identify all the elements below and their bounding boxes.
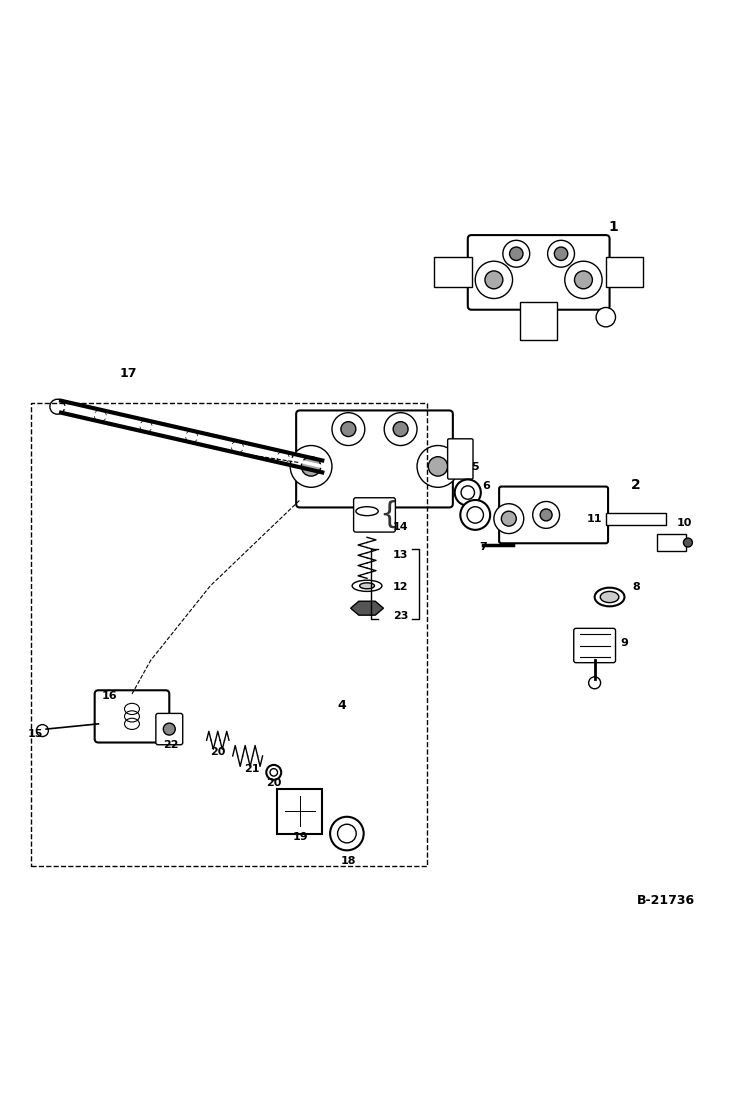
Ellipse shape xyxy=(455,479,481,506)
FancyBboxPatch shape xyxy=(468,235,610,309)
Circle shape xyxy=(574,271,592,289)
FancyBboxPatch shape xyxy=(296,410,453,508)
Circle shape xyxy=(417,445,459,487)
Text: 19: 19 xyxy=(292,832,308,841)
Circle shape xyxy=(341,421,356,437)
Circle shape xyxy=(503,240,530,268)
Circle shape xyxy=(393,421,408,437)
Circle shape xyxy=(94,409,106,421)
Text: 15: 15 xyxy=(28,728,43,738)
Bar xyxy=(520,303,557,340)
Bar xyxy=(31,403,427,866)
Circle shape xyxy=(485,271,503,289)
Text: 16: 16 xyxy=(102,691,118,701)
Bar xyxy=(606,258,643,287)
Circle shape xyxy=(683,538,692,547)
Ellipse shape xyxy=(267,765,281,780)
Bar xyxy=(606,512,666,524)
Ellipse shape xyxy=(330,817,364,850)
Circle shape xyxy=(589,677,601,689)
Circle shape xyxy=(231,441,243,453)
Circle shape xyxy=(277,452,289,463)
Text: 21: 21 xyxy=(244,765,259,774)
Ellipse shape xyxy=(595,588,625,607)
FancyBboxPatch shape xyxy=(156,713,183,745)
Circle shape xyxy=(186,431,198,442)
Text: 14: 14 xyxy=(393,522,409,532)
Circle shape xyxy=(509,247,523,260)
Bar xyxy=(657,533,686,552)
Text: 1: 1 xyxy=(608,220,618,235)
FancyBboxPatch shape xyxy=(574,629,616,663)
Text: 2: 2 xyxy=(631,478,640,491)
Circle shape xyxy=(384,412,417,445)
Ellipse shape xyxy=(338,824,357,842)
Circle shape xyxy=(548,240,574,268)
Text: B-21736: B-21736 xyxy=(637,894,695,907)
Bar xyxy=(434,258,472,287)
Text: {: { xyxy=(380,499,399,529)
Circle shape xyxy=(475,261,512,298)
Ellipse shape xyxy=(270,769,277,776)
Circle shape xyxy=(140,420,152,432)
Text: 18: 18 xyxy=(341,856,357,867)
Text: 8: 8 xyxy=(632,581,640,591)
Circle shape xyxy=(596,307,616,327)
Text: 6: 6 xyxy=(482,480,491,490)
Text: 13: 13 xyxy=(393,550,408,559)
Circle shape xyxy=(290,445,332,487)
Text: 11: 11 xyxy=(587,514,603,524)
Circle shape xyxy=(565,261,602,298)
Circle shape xyxy=(494,504,524,533)
Text: 12: 12 xyxy=(393,581,409,591)
Ellipse shape xyxy=(467,507,483,523)
Text: 4: 4 xyxy=(337,699,346,712)
Circle shape xyxy=(50,399,65,415)
Ellipse shape xyxy=(352,580,382,591)
Circle shape xyxy=(301,456,321,476)
Circle shape xyxy=(37,725,49,736)
Circle shape xyxy=(540,509,552,521)
Circle shape xyxy=(163,723,175,735)
Text: 20: 20 xyxy=(267,778,282,788)
Text: 20: 20 xyxy=(210,747,225,757)
FancyBboxPatch shape xyxy=(499,487,608,543)
Text: 17: 17 xyxy=(120,366,137,380)
Text: 23: 23 xyxy=(393,611,408,621)
Text: 7: 7 xyxy=(479,542,487,552)
Circle shape xyxy=(533,501,560,529)
Text: 22: 22 xyxy=(163,739,179,749)
Ellipse shape xyxy=(356,507,378,516)
Text: 9: 9 xyxy=(621,637,628,647)
Circle shape xyxy=(332,412,365,445)
Circle shape xyxy=(428,456,448,476)
FancyBboxPatch shape xyxy=(94,690,169,743)
Circle shape xyxy=(554,247,568,260)
Text: 10: 10 xyxy=(676,518,692,528)
Text: 5: 5 xyxy=(472,462,479,472)
Bar xyxy=(277,789,322,834)
Ellipse shape xyxy=(600,591,619,602)
Ellipse shape xyxy=(461,486,475,499)
Ellipse shape xyxy=(360,583,374,589)
FancyBboxPatch shape xyxy=(354,498,395,532)
Ellipse shape xyxy=(461,500,490,530)
Polygon shape xyxy=(351,601,383,615)
Circle shape xyxy=(501,511,516,527)
FancyBboxPatch shape xyxy=(448,439,473,479)
